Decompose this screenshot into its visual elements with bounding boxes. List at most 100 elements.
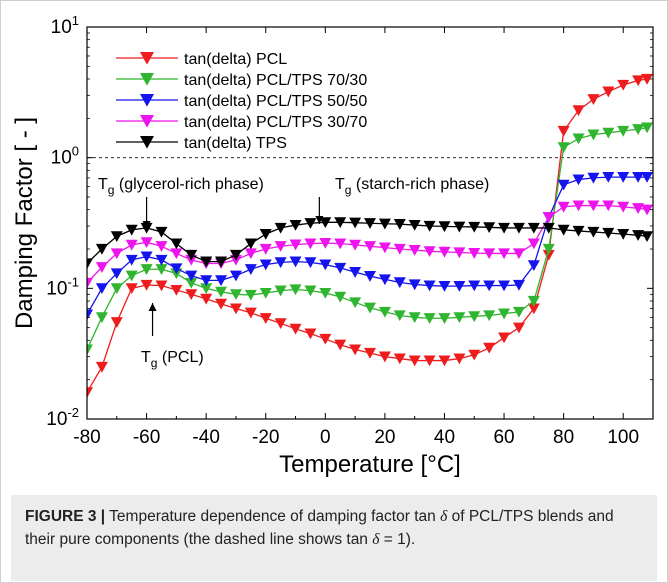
- annotation-tg-1: Tg (starch-rich phase): [335, 176, 489, 197]
- data-point: [453, 247, 466, 259]
- data-point: [170, 263, 183, 275]
- y-axis-label: Damping Factor [ - ]: [11, 117, 38, 329]
- x-tick-label: 80: [553, 427, 574, 448]
- data-point: [170, 248, 183, 260]
- legend-marker: [140, 73, 154, 86]
- data-point: [274, 241, 287, 252]
- data-point: [632, 230, 645, 241]
- data-point: [200, 275, 213, 287]
- data-point: [438, 281, 451, 292]
- data-point: [378, 274, 391, 286]
- data-point: [319, 259, 332, 271]
- data-point: [349, 267, 362, 278]
- caption-part-3: = 1).: [379, 531, 416, 548]
- data-point: [378, 351, 391, 363]
- data-point: [468, 349, 481, 361]
- data-point: [140, 279, 153, 291]
- y-tick-label: 10-1: [46, 274, 79, 299]
- figure-caption: FIGURE 3 | Temperature dependence of dam…: [11, 495, 657, 581]
- data-point: [498, 332, 511, 344]
- data-point: [393, 310, 406, 322]
- caption-text: FIGURE 3 | Temperature dependence of dam…: [11, 495, 657, 551]
- data-point: [155, 241, 168, 252]
- data-point: [319, 287, 332, 299]
- legend-label: tan(delta) PCL/TPS 50/50: [184, 93, 367, 110]
- data-point: [408, 279, 421, 291]
- x-tick-label: 100: [607, 427, 639, 448]
- plot-frame: [86, 26, 654, 420]
- series-line-2: [87, 176, 648, 316]
- data-point: [512, 248, 525, 260]
- data-point: [349, 239, 362, 251]
- series-0: [87, 73, 653, 399]
- data-point: [244, 248, 257, 260]
- data-point: [393, 219, 406, 230]
- data-point: [140, 264, 153, 275]
- data-point: [617, 79, 630, 91]
- data-point: [542, 212, 555, 223]
- data-point: [641, 204, 653, 216]
- data-point: [334, 238, 347, 250]
- data-point: [95, 361, 108, 373]
- data-point: [110, 268, 123, 280]
- x-tick-label: 40: [434, 427, 455, 448]
- data-point: [349, 297, 362, 309]
- data-point: [453, 312, 466, 324]
- data-point: [185, 277, 198, 289]
- legend-label: tan(delta) PCL/TPS 30/70: [184, 114, 367, 131]
- y-tick-label: 10-2: [46, 405, 79, 430]
- data-point: [423, 313, 436, 324]
- data-point: [155, 254, 168, 266]
- data-point: [587, 226, 600, 238]
- data-point: [215, 298, 228, 310]
- data-point: [438, 355, 451, 367]
- x-tick-label: 60: [493, 427, 514, 448]
- data-point: [408, 245, 421, 256]
- x-tick-label: -80: [73, 427, 100, 448]
- data-point: [334, 291, 347, 303]
- data-point: [87, 344, 93, 356]
- data-point: [259, 259, 272, 271]
- caption-delta-1: δ: [440, 508, 448, 525]
- data-point: [378, 242, 391, 254]
- data-point: [229, 289, 242, 301]
- annotation-tg-2: Tg (PCL): [141, 349, 204, 370]
- series-2: [87, 172, 653, 321]
- data-point: [334, 262, 347, 274]
- x-tick-label: -40: [192, 427, 219, 448]
- damping-factor-chart: -80 -60 -40 -20 0 20 40 60 80 100 101 100 10-1 10-2 Te…: [11, 13, 654, 478]
- legend-label: tan(delta) PCL/TPS 70/30: [184, 72, 367, 89]
- data-point: [498, 280, 511, 292]
- data-point: [617, 125, 630, 137]
- data-point: [602, 227, 615, 239]
- y-tick-label: 101: [51, 13, 79, 38]
- data-point: [512, 306, 525, 318]
- data-point: [378, 218, 391, 230]
- data-point: [244, 238, 257, 250]
- series-line-0: [87, 78, 648, 394]
- data-point: [572, 105, 585, 117]
- data-point: [423, 246, 436, 258]
- data-point: [617, 229, 630, 240]
- series-line-4: [87, 221, 648, 265]
- data-point: [319, 237, 332, 249]
- data-point: [572, 133, 585, 145]
- annotation-tg-0: Tg (glycerol-rich phase): [98, 176, 264, 197]
- data-point: [319, 217, 332, 229]
- data-point: [215, 275, 228, 287]
- data-point: [632, 203, 645, 214]
- data-point: [259, 229, 272, 240]
- data-point: [289, 284, 302, 296]
- data-point: [468, 311, 481, 323]
- data-point: [632, 172, 645, 183]
- data-point: [110, 248, 123, 260]
- data-point: [229, 270, 242, 282]
- data-point: [289, 323, 302, 335]
- data-point: [557, 142, 570, 154]
- data-point: [602, 86, 615, 98]
- series-4: [87, 217, 653, 270]
- data-point: [632, 124, 645, 135]
- data-point: [483, 280, 496, 292]
- x-tick-label: 20: [374, 427, 395, 448]
- data-point: [393, 353, 406, 365]
